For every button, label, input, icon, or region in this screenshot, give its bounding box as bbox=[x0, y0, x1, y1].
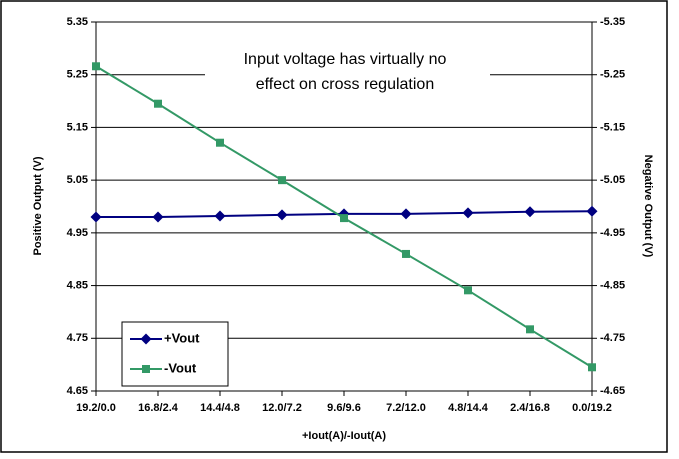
x-tick-label: 0.0/19.2 bbox=[572, 402, 612, 414]
x-axis-label: +Iout(A)/-Iout(A) bbox=[302, 430, 386, 442]
x-tick-label: 9.6/9.6 bbox=[327, 402, 361, 414]
y-tick-label: 5.15 bbox=[67, 121, 88, 133]
chart: Input voltage has virtually no effect on… bbox=[0, 0, 679, 454]
annotation: Input voltage has virtually no bbox=[244, 51, 447, 68]
y2-tick-label: -5.15 bbox=[600, 121, 625, 133]
x-tick-label: 7.2/12.0 bbox=[386, 402, 426, 414]
marker bbox=[216, 139, 224, 147]
y-tick-label: 5.35 bbox=[67, 16, 88, 28]
x-tick-label: 14.4/4.8 bbox=[200, 402, 240, 414]
y2-tick-label: -4.95 bbox=[600, 227, 625, 239]
annotation: effect on cross regulation bbox=[256, 76, 434, 93]
y-tick-label: 4.75 bbox=[67, 332, 88, 344]
x-tick-label: 12.0/7.2 bbox=[262, 402, 302, 414]
y2-tick-label: -5.25 bbox=[600, 69, 625, 81]
y2-tick-label: -5.35 bbox=[600, 16, 625, 28]
x-tick-label: 16.8/2.4 bbox=[138, 402, 179, 414]
marker bbox=[464, 286, 472, 294]
y-tick-label: 4.95 bbox=[67, 227, 88, 239]
y2-tick-label: -4.65 bbox=[600, 385, 625, 397]
y-tick-label: 4.65 bbox=[67, 385, 88, 397]
x-tick-label: 4.8/14.4 bbox=[448, 402, 489, 414]
y-tick-label: 4.85 bbox=[67, 279, 88, 291]
y2-tick-label: -4.85 bbox=[600, 279, 625, 291]
y-tick-label: 5.05 bbox=[67, 174, 88, 186]
x-tick-label: 2.4/16.8 bbox=[510, 402, 550, 414]
y2-tick-label: -4.75 bbox=[600, 332, 625, 344]
x-tick-label: 19.2/0.0 bbox=[76, 402, 116, 414]
legend-label: -Vout bbox=[164, 360, 197, 375]
y-axis-label: Positive Output (V) bbox=[32, 156, 44, 255]
marker bbox=[142, 365, 150, 373]
marker bbox=[588, 363, 596, 371]
y2-axis-label: Negative Output (V) bbox=[642, 155, 654, 258]
marker bbox=[340, 214, 348, 222]
legend-label: +Vout bbox=[164, 330, 200, 345]
marker bbox=[402, 250, 410, 258]
marker bbox=[526, 325, 534, 333]
y-tick-label: 5.25 bbox=[67, 69, 88, 81]
marker bbox=[154, 100, 162, 108]
marker bbox=[92, 62, 100, 70]
y2-tick-label: -5.05 bbox=[600, 174, 625, 186]
marker bbox=[278, 176, 286, 184]
